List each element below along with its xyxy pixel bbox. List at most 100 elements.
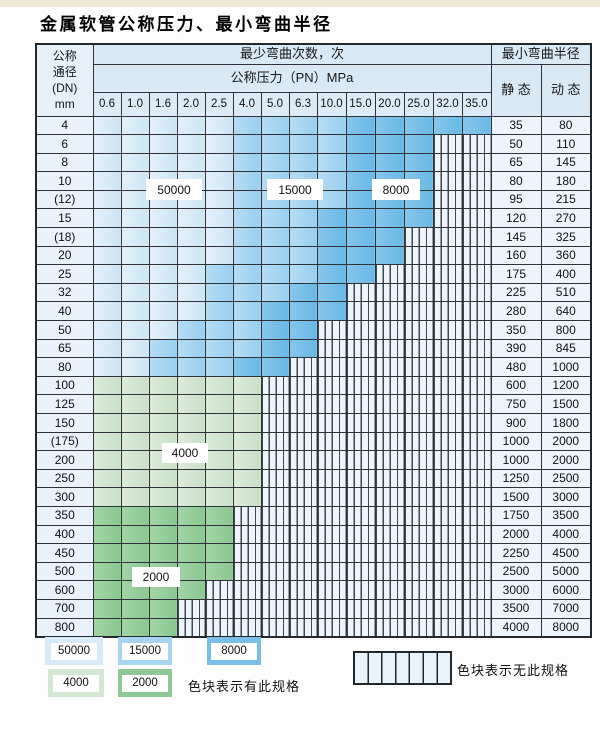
pressure-cell bbox=[403, 264, 434, 284]
pressure-cell bbox=[403, 617, 434, 638]
static-cell: 1500 bbox=[490, 487, 542, 507]
static-cell: 600 bbox=[490, 375, 542, 396]
table-row: 400 2000 4000 bbox=[35, 524, 592, 545]
pressure-cell bbox=[120, 543, 150, 563]
table-row: 40 280 640 bbox=[35, 301, 592, 322]
dn-cell: 50 bbox=[35, 320, 94, 340]
pressure-cell bbox=[176, 134, 206, 154]
static-cell: 1000 bbox=[490, 431, 542, 452]
pressure-cell bbox=[92, 413, 122, 433]
dynamic-cell: 4000 bbox=[540, 524, 592, 545]
pressure-cell bbox=[288, 505, 318, 526]
header-pressure-value: 6.3 bbox=[288, 91, 318, 117]
pressure-cell bbox=[260, 227, 290, 247]
pressure-cell bbox=[148, 208, 178, 229]
pressure-cell bbox=[461, 152, 492, 173]
pressure-cell bbox=[316, 598, 347, 619]
pressure-cell bbox=[374, 543, 405, 563]
pressure-cell bbox=[461, 301, 492, 322]
pressure-cell bbox=[432, 134, 463, 154]
dynamic-cell: 1000 bbox=[540, 357, 592, 377]
static-cell: 95 bbox=[490, 189, 542, 210]
dynamic-cell: 6000 bbox=[540, 580, 592, 600]
table-row: 500 2500 5000 bbox=[35, 561, 592, 582]
pressure-cell bbox=[374, 245, 405, 266]
pressure-cell bbox=[461, 487, 492, 507]
pressure-cell bbox=[345, 487, 376, 507]
pressure-cell bbox=[374, 208, 405, 229]
legend-swatch-label: 4000 bbox=[53, 674, 99, 692]
pressure-cell bbox=[232, 543, 262, 563]
header-min-radius: 最小弯曲半径 bbox=[490, 43, 592, 65]
pressure-cell bbox=[316, 468, 347, 489]
pressure-cell bbox=[148, 264, 178, 284]
pressure-cell bbox=[345, 375, 376, 396]
pressure-cell bbox=[204, 338, 234, 359]
legend-swatch-15000: 15000 bbox=[118, 637, 172, 665]
pressure-cell bbox=[232, 487, 262, 507]
pressure-cell bbox=[260, 487, 290, 507]
pressure-cell bbox=[148, 115, 178, 136]
table-row: 250 1250 2500 bbox=[35, 468, 592, 489]
pressure-cell bbox=[403, 282, 434, 303]
pressure-cell bbox=[345, 598, 376, 619]
pressure-cell bbox=[403, 245, 434, 266]
pressure-cell bbox=[176, 282, 206, 303]
header-dynamic: 动 态 bbox=[540, 63, 592, 117]
legend-swatch-50000: 50000 bbox=[45, 637, 103, 665]
pressure-cell bbox=[461, 282, 492, 303]
pressure-cell bbox=[232, 505, 262, 526]
dn-cell: 20 bbox=[35, 245, 94, 266]
pressure-cell bbox=[374, 375, 405, 396]
pressure-cell bbox=[432, 505, 463, 526]
pressure-cell bbox=[288, 245, 318, 266]
pressure-cell bbox=[260, 301, 290, 322]
pressure-cell bbox=[176, 152, 206, 173]
dynamic-cell: 180 bbox=[540, 171, 592, 191]
static-cell: 120 bbox=[490, 208, 542, 229]
pressure-cell bbox=[403, 431, 434, 452]
pressure-cell bbox=[92, 468, 122, 489]
pressure-cell bbox=[316, 543, 347, 563]
pressure-cell bbox=[120, 152, 150, 173]
pressure-cell bbox=[120, 357, 150, 377]
pressure-cell bbox=[176, 580, 206, 600]
pressure-cell bbox=[148, 543, 178, 563]
table-row: 600 3000 6000 bbox=[35, 580, 592, 600]
table-row: (18) 145 325 bbox=[35, 227, 592, 247]
pressure-cell bbox=[461, 598, 492, 619]
pressure-cell bbox=[120, 208, 150, 229]
pressure-cell bbox=[432, 115, 463, 136]
table-row: 300 1500 3000 bbox=[35, 487, 592, 507]
legend-has-spec-text: 色块表示有此规格 bbox=[188, 679, 301, 694]
pressure-cell bbox=[120, 264, 150, 284]
pressure-cell bbox=[92, 208, 122, 229]
pressure-cell bbox=[374, 357, 405, 377]
dn-cell: (12) bbox=[35, 189, 94, 210]
pressure-cell bbox=[176, 543, 206, 563]
pressure-cell bbox=[403, 115, 434, 136]
pressure-cell bbox=[461, 264, 492, 284]
pressure-cell bbox=[316, 357, 347, 377]
pressure-cell bbox=[120, 301, 150, 322]
static-cell: 750 bbox=[490, 394, 542, 414]
pressure-cell bbox=[374, 561, 405, 582]
pressure-cell bbox=[374, 301, 405, 322]
static-cell: 2250 bbox=[490, 543, 542, 563]
pressure-cell bbox=[120, 487, 150, 507]
table-row: 350 1750 3500 bbox=[35, 505, 592, 526]
pressure-cell bbox=[288, 320, 318, 340]
pressure-cell bbox=[92, 282, 122, 303]
overlay-label-15000: 15000 bbox=[267, 179, 323, 200]
dynamic-cell: 5000 bbox=[540, 561, 592, 582]
dn-cell: 65 bbox=[35, 338, 94, 359]
pressure-cell bbox=[120, 375, 150, 396]
pressure-cell bbox=[345, 338, 376, 359]
dynamic-cell: 800 bbox=[540, 320, 592, 340]
pressure-cell bbox=[204, 152, 234, 173]
pressure-cell bbox=[432, 338, 463, 359]
pressure-cell bbox=[176, 375, 206, 396]
pressure-cell bbox=[120, 505, 150, 526]
pressure-cell bbox=[432, 598, 463, 619]
legend-swatch-label: 50000 bbox=[51, 642, 97, 660]
